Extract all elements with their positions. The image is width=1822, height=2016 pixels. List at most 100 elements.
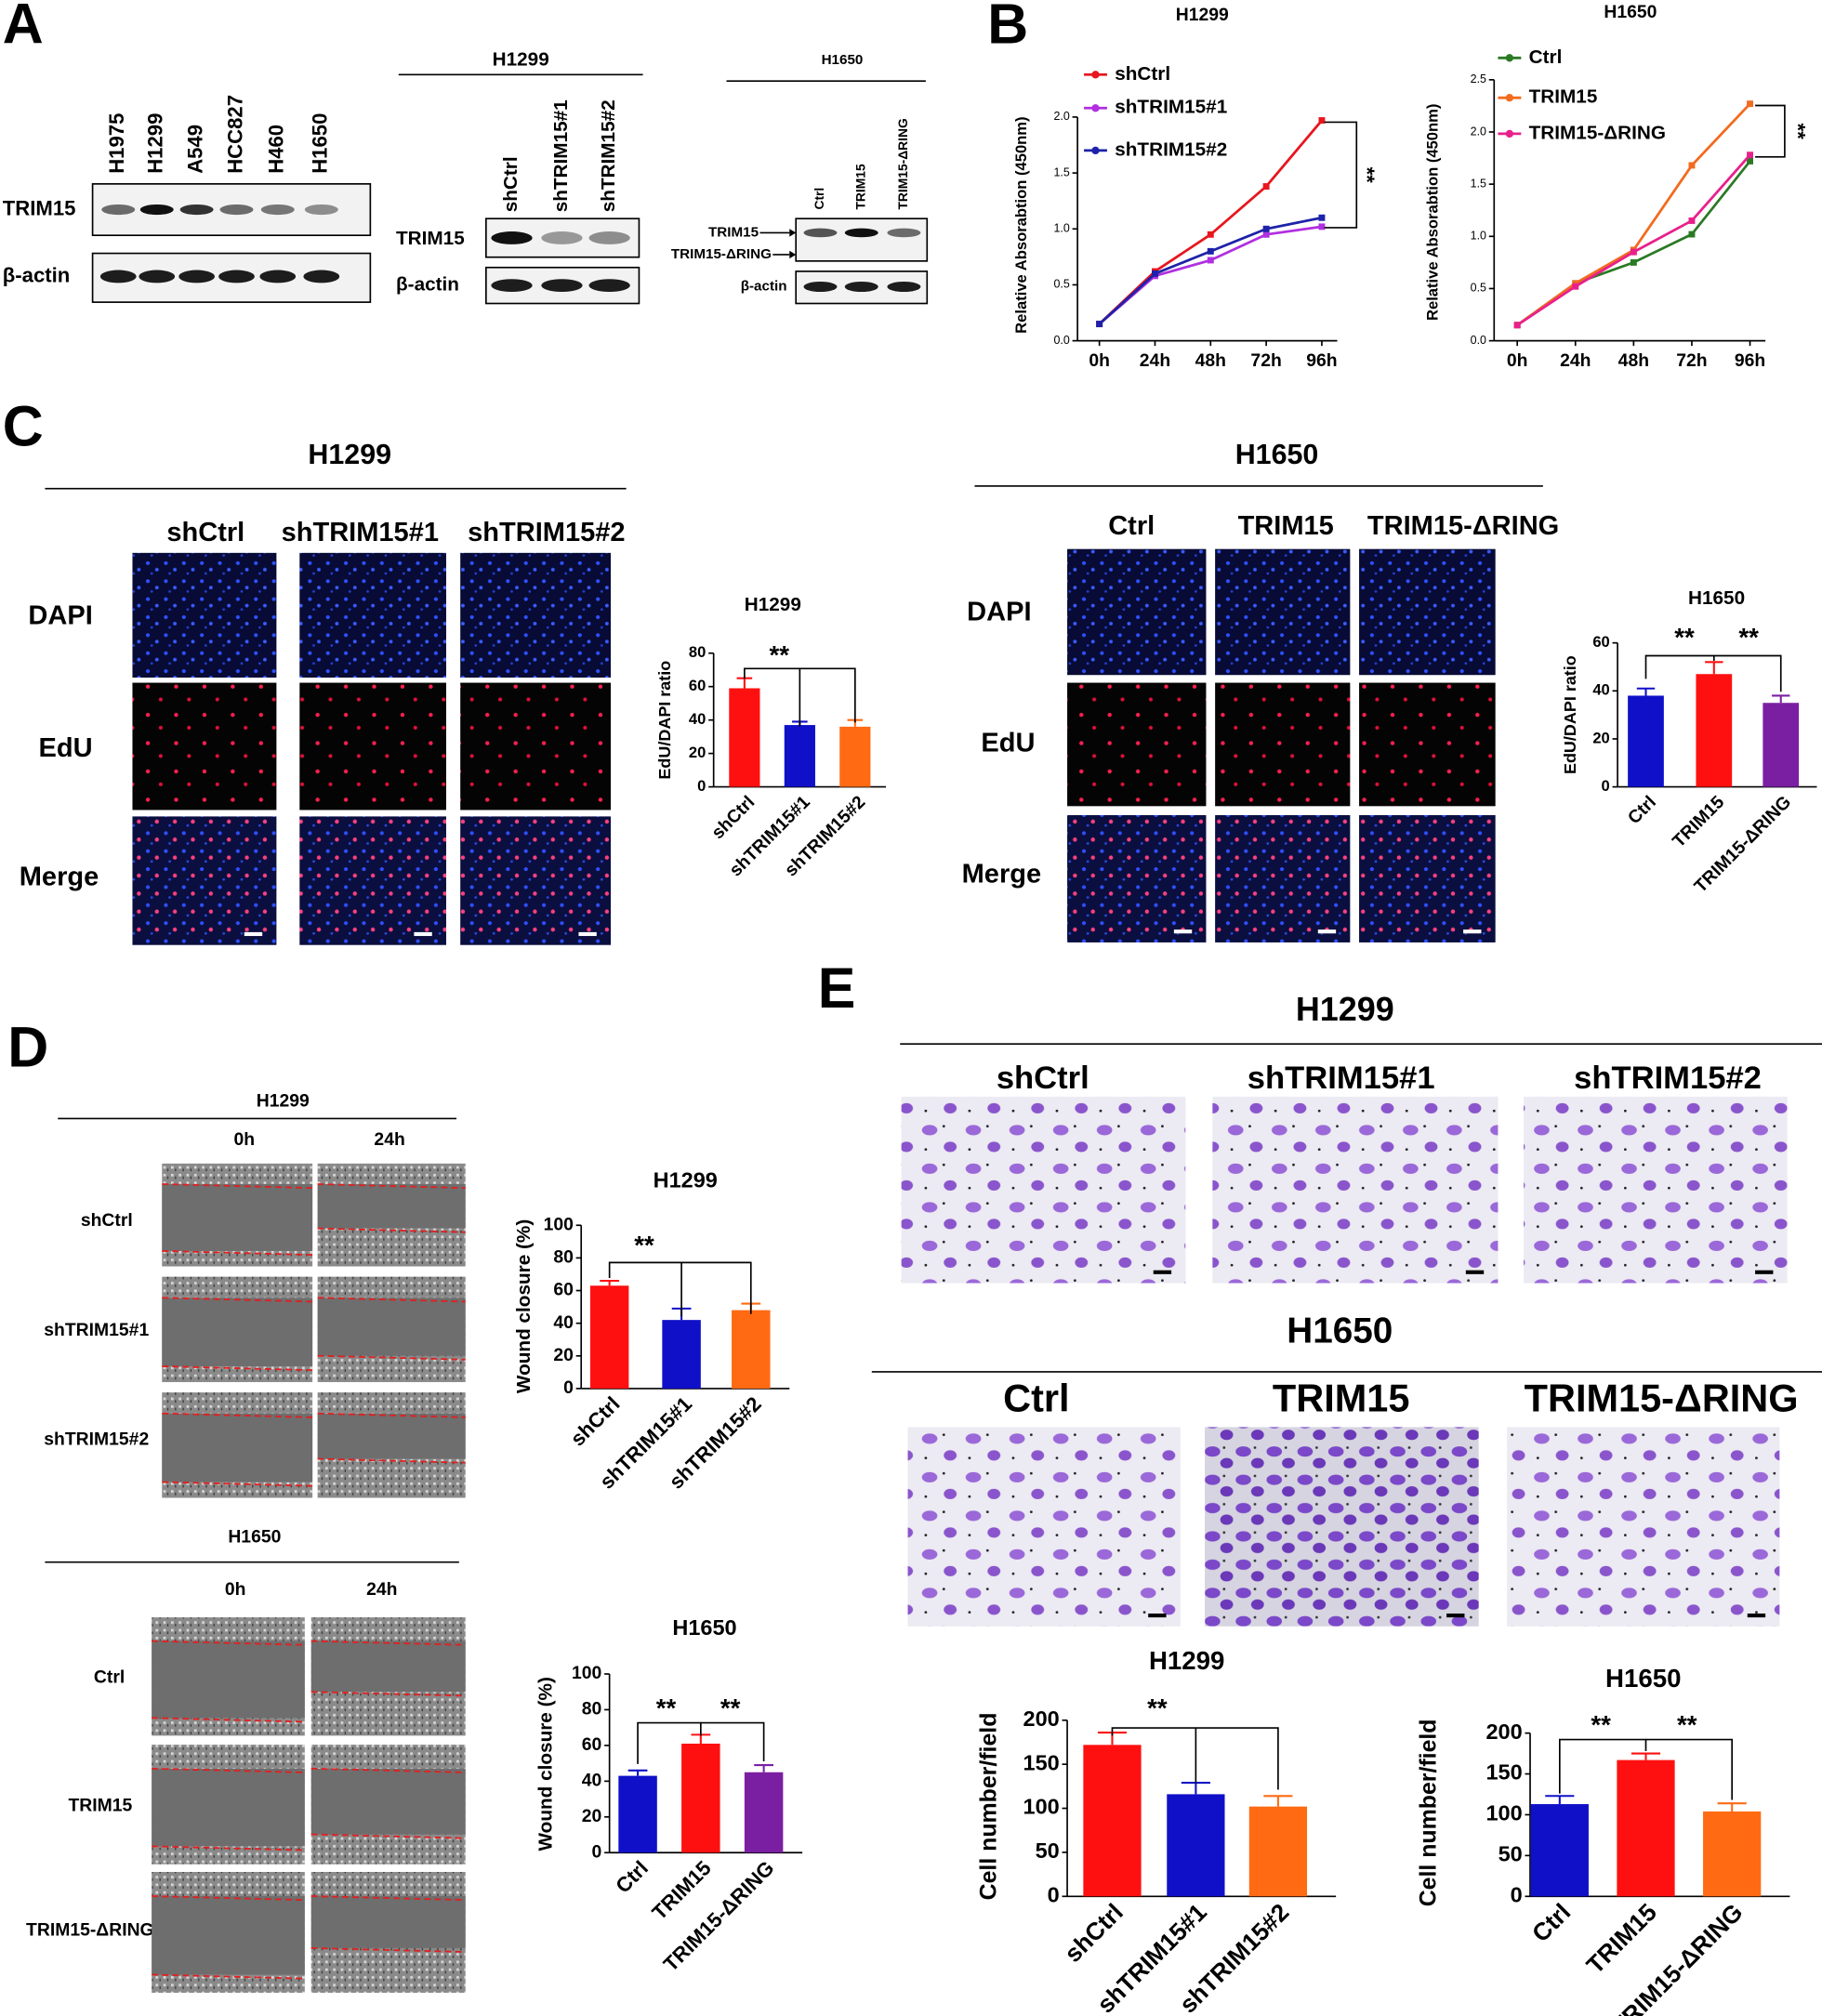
wound-edge bbox=[310, 1640, 466, 1646]
data-point bbox=[1747, 157, 1753, 165]
panel-label: A bbox=[3, 0, 44, 56]
micrograph bbox=[299, 816, 446, 945]
y-tick-label: 60 bbox=[689, 677, 706, 694]
chart-title: H1650 bbox=[672, 1615, 736, 1640]
x-tick-label: 48h bbox=[1195, 350, 1226, 371]
significance-label: ** bbox=[1355, 167, 1379, 184]
legend-label: TRIM15-ΔRING bbox=[1529, 122, 1666, 143]
wound-edge bbox=[152, 1845, 305, 1851]
data-point bbox=[1318, 214, 1326, 221]
micrograph bbox=[460, 816, 612, 945]
y-tick-label: 0.0 bbox=[1471, 334, 1486, 347]
lane-label: HCC827 bbox=[223, 95, 246, 174]
significance-label: ** bbox=[720, 1693, 741, 1722]
wound-gap bbox=[162, 1413, 313, 1482]
wound-edge bbox=[317, 1412, 466, 1418]
y-tick-label: 2.0 bbox=[1471, 125, 1486, 138]
blot-band bbox=[304, 204, 338, 216]
chart-title: H1299 bbox=[1149, 1646, 1225, 1675]
micrograph bbox=[1215, 548, 1351, 676]
blot-band bbox=[588, 231, 630, 244]
bar bbox=[1763, 703, 1800, 787]
data-point bbox=[1262, 225, 1270, 232]
micrograph bbox=[1215, 815, 1351, 942]
y-tick-label: 50 bbox=[1499, 1842, 1523, 1866]
legend-label: shTRIM15#1 bbox=[1115, 97, 1227, 118]
y-tick-label: 20 bbox=[553, 1345, 574, 1365]
blot-band bbox=[260, 204, 295, 216]
y-tick-label: 20 bbox=[582, 1806, 602, 1826]
row-label: TRIM15-ΔRING bbox=[671, 246, 772, 262]
y-axis-label: EdU/DAPI ratio bbox=[655, 661, 674, 780]
row-label: Merge bbox=[20, 862, 99, 891]
blot-membrane bbox=[795, 217, 929, 262]
micrograph bbox=[1067, 815, 1207, 942]
series-line bbox=[1098, 225, 1323, 325]
bar bbox=[1083, 1745, 1142, 1897]
wound-edge bbox=[310, 1947, 466, 1953]
data-point bbox=[1747, 100, 1753, 108]
significance-label: ** bbox=[1786, 124, 1809, 140]
data-point bbox=[1572, 283, 1579, 290]
scale-bar bbox=[1173, 929, 1193, 934]
bar bbox=[1696, 674, 1733, 787]
significance-label: ** bbox=[1147, 1693, 1168, 1722]
significance-bracket bbox=[1324, 121, 1358, 229]
lane-label: shTRIM15#1 bbox=[550, 99, 572, 212]
x-tick-label: 24h bbox=[1140, 350, 1170, 371]
bar bbox=[618, 1775, 657, 1853]
scale-bar bbox=[1755, 1270, 1774, 1274]
row-label: Ctrl bbox=[94, 1667, 125, 1687]
wound-edge bbox=[310, 1895, 466, 1902]
row-label: DAPI bbox=[967, 598, 1031, 627]
column-label: 24h bbox=[366, 1579, 397, 1600]
y-tick-label: 40 bbox=[689, 710, 706, 728]
row-label: β-actin bbox=[741, 279, 787, 295]
x-tick-label: Ctrl bbox=[1624, 792, 1660, 828]
row-label: TRIM15 bbox=[396, 228, 465, 249]
legend-marker bbox=[1091, 146, 1100, 155]
y-tick-label: 150 bbox=[1485, 1760, 1522, 1785]
data-point bbox=[1318, 223, 1326, 231]
legend-marker bbox=[1505, 94, 1514, 102]
column-label: Ctrl bbox=[1003, 1377, 1069, 1420]
legend-label: shCtrl bbox=[1115, 63, 1170, 85]
blot-band bbox=[303, 270, 340, 283]
wound-edge bbox=[310, 1691, 466, 1697]
panel-label: D bbox=[7, 1016, 48, 1079]
y-tick-label: 20 bbox=[689, 744, 706, 761]
lane-label: A549 bbox=[183, 125, 206, 174]
data-point bbox=[1262, 183, 1270, 191]
micrograph bbox=[1205, 1427, 1479, 1627]
data-point bbox=[1207, 257, 1214, 264]
y-axis-label: Wound closure (%) bbox=[535, 1677, 556, 1851]
grid-title: H1650 bbox=[1235, 439, 1319, 470]
wound-edge bbox=[317, 1183, 466, 1190]
grid-title: H1650 bbox=[228, 1526, 281, 1547]
column-label: shTRIM15#1 bbox=[1248, 1061, 1435, 1096]
scale-bar bbox=[1148, 1613, 1167, 1618]
column-label: Ctrl bbox=[1108, 511, 1155, 541]
wound-gap bbox=[152, 1768, 305, 1847]
legend-marker bbox=[1091, 71, 1100, 79]
legend-marker bbox=[1091, 104, 1100, 112]
micrograph bbox=[460, 552, 612, 679]
wound-edge bbox=[317, 1227, 466, 1233]
chart-title: H1299 bbox=[1176, 5, 1229, 25]
column-label: TRIM15-ΔRING bbox=[1367, 511, 1559, 541]
panel-label: B bbox=[987, 0, 1028, 56]
micrograph bbox=[299, 552, 446, 679]
bar bbox=[744, 1772, 784, 1853]
lane-label: H1650 bbox=[309, 113, 332, 174]
y-tick-label: 0 bbox=[563, 1377, 574, 1398]
wound-edge bbox=[162, 1183, 313, 1190]
wound-edge bbox=[152, 1973, 305, 1980]
row-label: EdU bbox=[38, 733, 92, 763]
y-tick-label: 150 bbox=[1023, 1750, 1060, 1774]
micrograph bbox=[901, 1096, 1186, 1284]
row-label: shTRIM15#2 bbox=[44, 1429, 149, 1449]
bar bbox=[729, 688, 760, 787]
wound-gap bbox=[152, 1640, 305, 1719]
bar bbox=[1617, 1759, 1675, 1897]
data-point bbox=[1207, 231, 1214, 238]
